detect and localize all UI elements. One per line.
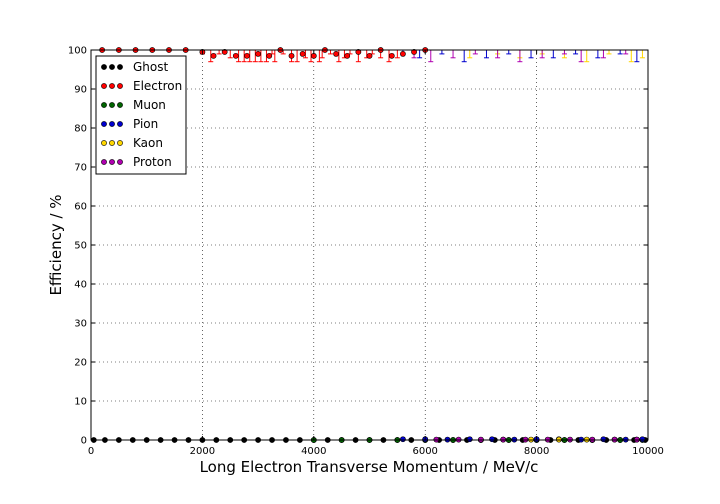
y-tick-label: 30 <box>74 319 87 330</box>
data-point-electron <box>299 51 306 57</box>
y-tick-label: 10 <box>74 397 87 408</box>
data-point-electron <box>255 51 261 57</box>
legend-marker-ghost <box>117 64 123 70</box>
legend-marker-muon <box>109 102 115 108</box>
data-point-electron <box>288 52 295 59</box>
legend-box <box>95 55 187 175</box>
x-tick-label: 8000 <box>524 446 549 457</box>
data-point-pion <box>639 436 646 443</box>
legend-marker-kaon <box>117 140 123 146</box>
legend-marker-kaon <box>109 140 115 146</box>
x-axis-label: Long Electron Transverse Momentum / MeV/… <box>200 458 539 476</box>
data-point-electron <box>333 51 339 57</box>
legend-marker-kaon <box>101 140 107 146</box>
data-point-electron <box>244 52 250 59</box>
data-point-electron <box>411 49 417 55</box>
legend-label-electron: Electron <box>133 79 182 93</box>
legend-marker-proton <box>117 159 123 165</box>
axis-ticks <box>90 49 649 441</box>
legend: Ghost Electron Muon Pion Kaon Proton <box>95 55 187 175</box>
y-tick-label: 100 <box>68 46 87 57</box>
y-tick-label: 20 <box>74 358 87 369</box>
x-tick-label: 0 <box>88 446 94 457</box>
data-point-electron <box>366 52 373 59</box>
y-tick-label: 50 <box>74 241 87 252</box>
legend-marker-muon <box>101 102 107 108</box>
data-point-electron <box>344 52 351 59</box>
y-axis-label: Efficiency / % <box>47 194 65 295</box>
data-point-pion <box>400 436 406 443</box>
legend-label-kaon: Kaon <box>133 136 163 150</box>
y-tick-label: 60 <box>74 202 87 213</box>
data-point-electron <box>221 49 228 55</box>
y-tick-label: 0 <box>81 436 87 447</box>
x-tick-label: 4000 <box>301 446 326 457</box>
legend-entries: Ghost Electron Muon Pion Kaon Proton <box>101 60 182 169</box>
legend-label-pion: Pion <box>133 117 158 131</box>
legend-marker-ghost <box>101 64 107 70</box>
legend-label-proton: Proton <box>133 155 172 169</box>
data-point-electron <box>355 49 362 55</box>
x-tick-label: 6000 <box>412 446 437 457</box>
x-tick-labels: 0 2000 4000 6000 8000 10000 <box>88 446 664 457</box>
data-point-electron <box>388 52 395 59</box>
data-point-pion <box>466 436 473 443</box>
y-tick-label: 80 <box>74 124 87 135</box>
legend-label-ghost: Ghost <box>133 60 168 74</box>
legend-marker-pion <box>109 121 115 127</box>
legend-label-muon: Muon <box>133 98 166 112</box>
data-point-pion <box>489 436 495 443</box>
legend-marker-pion <box>101 121 107 127</box>
legend-marker-muon <box>117 102 123 108</box>
data-point-electron <box>310 52 317 59</box>
x-tick-label: 2000 <box>190 446 215 457</box>
data-point-electron <box>232 52 239 59</box>
legend-marker-pion <box>117 121 123 127</box>
data-point-electron <box>400 51 406 57</box>
data-point-electron <box>210 52 217 59</box>
legend-marker-ghost <box>109 64 115 70</box>
data-point-electron <box>266 52 273 59</box>
data-point-pion <box>600 436 607 443</box>
legend-marker-proton <box>101 159 107 165</box>
legend-marker-electron <box>117 83 123 89</box>
legend-marker-electron <box>101 83 107 89</box>
y-tick-label: 70 <box>74 163 87 174</box>
x-tick-label: 10000 <box>632 446 664 457</box>
legend-marker-electron <box>109 83 115 89</box>
legend-marker-proton <box>109 159 115 165</box>
y-tick-labels: 0 10 20 30 40 50 60 70 80 90 100 <box>68 46 87 447</box>
y-tick-label: 40 <box>74 280 87 291</box>
y-tick-label: 90 <box>74 85 87 96</box>
